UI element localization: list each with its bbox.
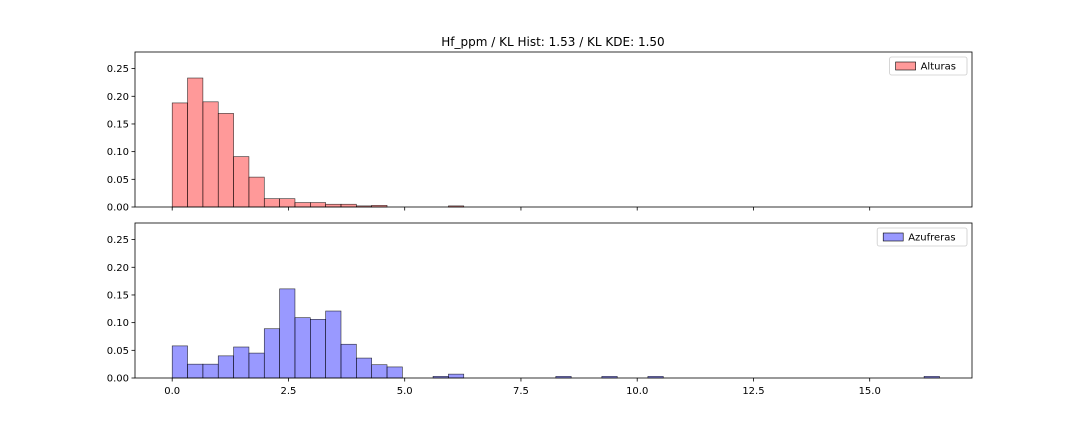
x-tick-label-4: 10.0	[626, 386, 648, 397]
chart-title: Hf_ppm / KL Hist: 1.53 / KL KDE: 1.50	[441, 35, 664, 49]
x-tick-label-2: 5.0	[397, 386, 413, 397]
y-tick-label-azufreras-4: 0.20	[107, 263, 129, 274]
histogram-bar-azufreras-10	[325, 310, 342, 379]
x-tick-label-0: 0.0	[164, 386, 180, 397]
y-tick-label-alturas-5: 0.25	[107, 64, 129, 75]
histogram-bar-azufreras-2	[202, 363, 219, 379]
legend-swatch-alturas	[895, 61, 916, 71]
histogram-bar-alturas-7	[279, 198, 296, 208]
y-tick-label-azufreras-3: 0.15	[107, 290, 129, 301]
histogram-bar-azufreras-0	[171, 345, 188, 379]
legend-label-alturas: Alturas	[921, 62, 956, 73]
histogram-bar-azufreras-9	[310, 319, 326, 379]
legend-azufreras: Azufreras	[876, 227, 968, 247]
histogram-bar-alturas-8	[294, 202, 311, 208]
panel-alturas: 0.00 0.05 0.10 0.15 0.20 0.25 Alturas	[107, 51, 973, 214]
axes-frame-azufreras	[134, 222, 973, 379]
histogram-bar-alturas-3	[217, 113, 234, 208]
histogram-bar-azufreras-8	[294, 317, 311, 379]
histogram-bar-azufreras-6	[263, 328, 280, 379]
legend-box-alturas	[889, 56, 968, 76]
x-tick-label-6: 15.0	[859, 386, 881, 397]
x-tick-label-5: 12.5	[742, 386, 764, 397]
histogram-bar-alturas-9	[310, 202, 326, 208]
histogram-bar-azufreras-13	[371, 364, 388, 379]
histogram-bar-alturas-5	[248, 176, 265, 208]
y-tick-label-alturas-1: 0.05	[107, 175, 129, 186]
histogram-bar-alturas-1	[187, 77, 204, 208]
y-tick-label-azufreras-2: 0.10	[107, 318, 129, 329]
histogram-bar-azufreras-16	[448, 373, 465, 379]
y-tick-label-azufreras-5: 0.25	[107, 235, 129, 246]
y-tick-label-alturas-2: 0.10	[107, 147, 129, 158]
x-tick-label-1: 2.5	[280, 386, 296, 397]
histogram-bar-alturas-0	[171, 102, 188, 208]
histogram-bar-azufreras-1	[187, 363, 204, 379]
histogram-bar-azufreras-14	[386, 366, 403, 379]
legend-label-azufreras: Azufreras	[908, 233, 955, 244]
x-tick-label-3: 7.5	[513, 386, 529, 397]
legend-box-azufreras	[876, 227, 968, 247]
histogram-bar-azufreras-5	[248, 352, 265, 379]
histogram-bar-azufreras-12	[356, 357, 372, 379]
histogram-bar-alturas-4	[233, 156, 250, 208]
y-tick-label-alturas-0: 0.00	[107, 203, 129, 214]
histogram-bar-alturas-11	[340, 203, 357, 208]
axes-frame-alturas	[134, 51, 973, 208]
histogram-bar-azufreras-3	[217, 355, 234, 379]
histogram-bar-alturas-6	[263, 198, 280, 208]
legend-alturas: Alturas	[889, 56, 968, 76]
y-tick-label-azufreras-1: 0.05	[107, 346, 129, 357]
histogram-bar-azufreras-11	[340, 343, 357, 379]
histogram-bar-azufreras-4	[233, 346, 250, 379]
histogram-bar-alturas-10	[325, 203, 342, 208]
y-tick-label-alturas-3: 0.15	[107, 119, 129, 130]
panel-azufreras: 0.00 0.05 0.10 0.15 0.20 0.25 0.0 2.5 5.0 7.5 10.0…	[107, 222, 973, 397]
y-tick-label-azufreras-0: 0.00	[107, 374, 129, 385]
histogram-bar-alturas-2	[202, 101, 219, 208]
histogram-bar-azufreras-7	[279, 288, 296, 379]
legend-swatch-azufreras	[882, 232, 904, 242]
y-tick-label-alturas-4: 0.20	[107, 92, 129, 103]
